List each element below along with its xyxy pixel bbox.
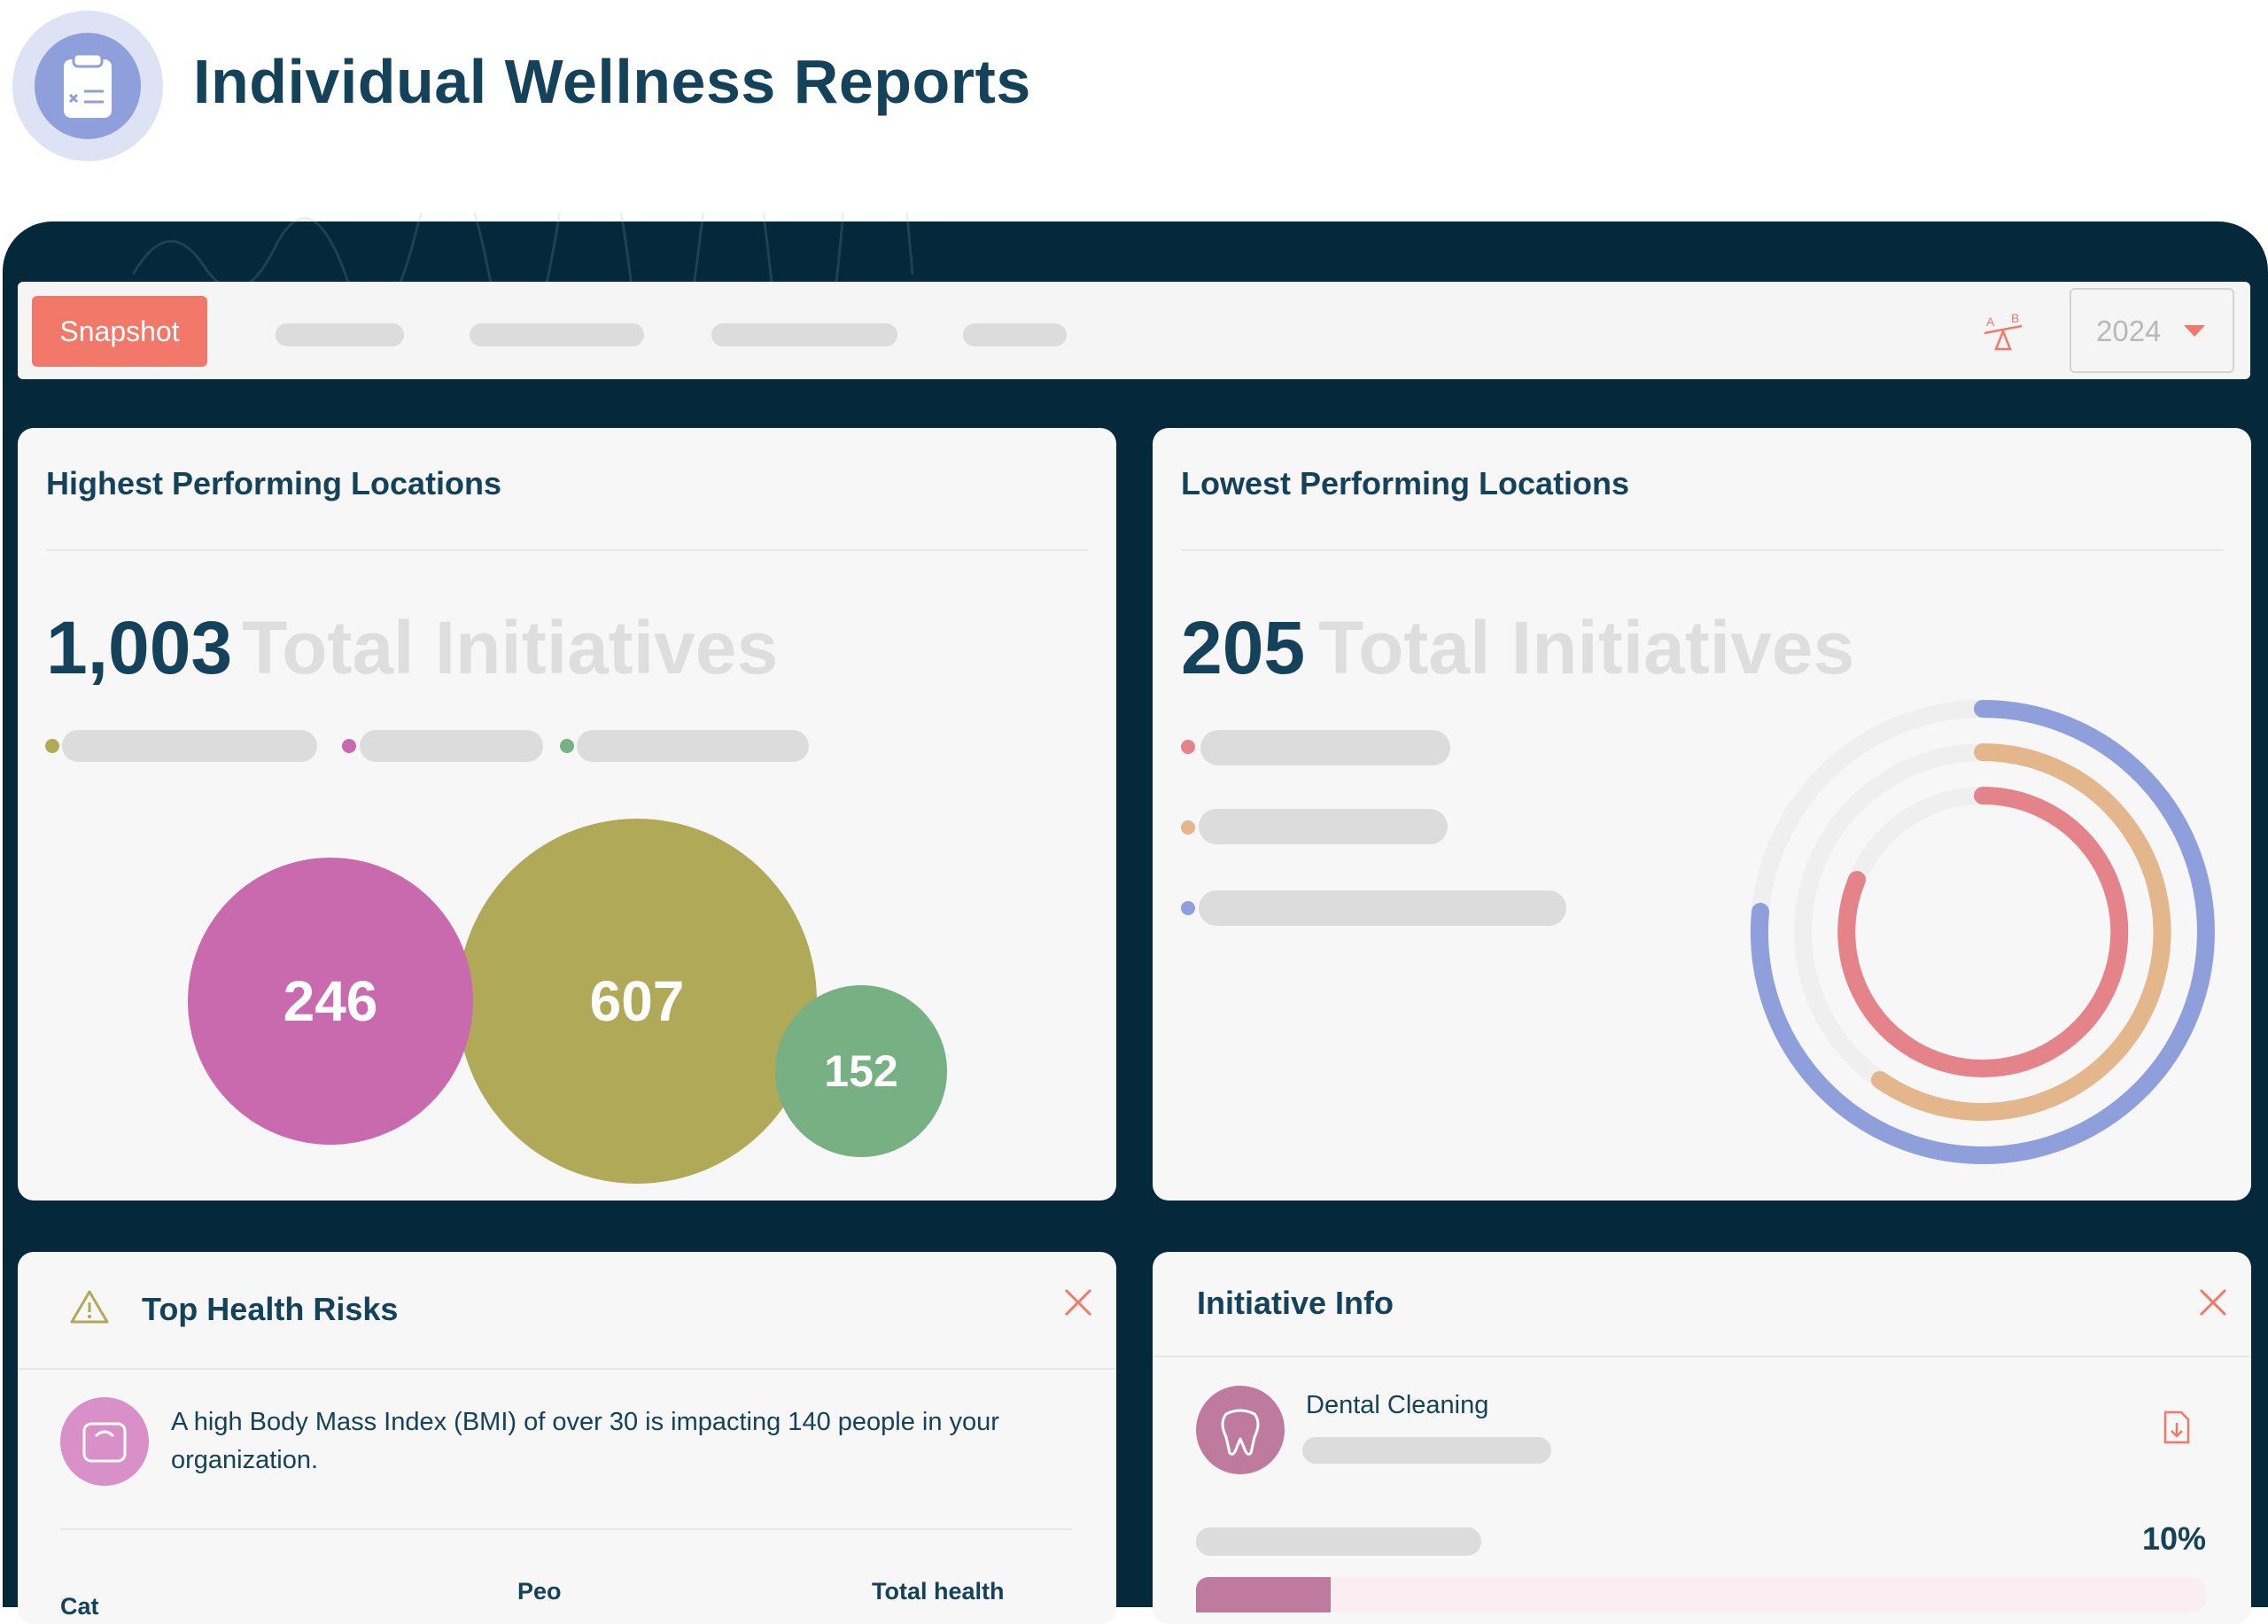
tab-placeholder[interactable] xyxy=(470,323,644,346)
divider xyxy=(18,1368,1116,1370)
legend-dot xyxy=(1181,901,1195,915)
total-count: 205 xyxy=(1181,606,1306,689)
total-count: 1,003 xyxy=(46,606,233,689)
legend-label-placeholder xyxy=(577,730,809,762)
bubble-152[interactable]: 152 xyxy=(775,985,947,1157)
ring-value-middle xyxy=(1871,743,2171,1121)
close-icon[interactable] xyxy=(1063,1287,1093,1317)
legend-label-placeholder xyxy=(1199,809,1448,844)
legend-label-placeholder xyxy=(360,730,543,762)
legend-dot xyxy=(45,739,59,753)
legend-label-placeholder xyxy=(1199,890,1566,926)
column-header: Total health xyxy=(872,1578,1005,1605)
page-title: Individual Wellness Reports xyxy=(193,47,1031,116)
initiative-name: Dental Cleaning xyxy=(1306,1391,1489,1419)
chevron-down-icon[interactable] xyxy=(2184,325,2205,337)
progress-fill xyxy=(1196,1577,1331,1612)
progress-label-placeholder xyxy=(1196,1527,1481,1556)
divider xyxy=(46,549,1088,551)
divider xyxy=(60,1528,1072,1530)
column-header: Peo xyxy=(517,1578,562,1605)
decorative-wave xyxy=(133,213,914,284)
scale-icon xyxy=(60,1397,149,1486)
total-label: Total Initiatives xyxy=(242,606,779,689)
health-risk-message: A high Body Mass Index (BMI) of over 30 … xyxy=(171,1408,999,1474)
close-icon[interactable] xyxy=(2198,1287,2228,1317)
tab-placeholder[interactable] xyxy=(711,323,897,346)
progress-track xyxy=(1196,1577,2206,1612)
top-health-risks-card xyxy=(18,1252,1116,1624)
year-select-value: 2024 xyxy=(2096,315,2162,347)
download-file-icon[interactable] xyxy=(2162,1409,2192,1450)
tab-placeholder[interactable] xyxy=(276,323,404,346)
warning-icon xyxy=(69,1289,110,1329)
svg-text:B: B xyxy=(2011,311,2019,325)
bubble-607[interactable]: 607 xyxy=(457,819,817,1184)
card-title: Initiative Info xyxy=(1197,1285,1394,1321)
legend-dot xyxy=(342,739,356,753)
clipboard-report-icon xyxy=(35,33,141,139)
legend-label-placeholder xyxy=(1200,730,1450,765)
ring-value-outer xyxy=(1750,700,2215,1164)
year-select[interactable] xyxy=(2070,288,2234,373)
tab-placeholder[interactable] xyxy=(963,323,1067,346)
ring-value-inner xyxy=(1837,787,2129,1077)
divider xyxy=(1181,549,2223,551)
total-label: Total Initiatives xyxy=(1318,606,1855,689)
radial-progress-chart xyxy=(1750,700,2215,1164)
divider xyxy=(1153,1356,2251,1357)
initiative-detail-placeholder xyxy=(1302,1437,1551,1464)
card-title: Lowest Performing Locations xyxy=(1181,465,1630,501)
bubble-246[interactable]: 246 xyxy=(188,858,473,1145)
legend-dot xyxy=(1181,820,1195,835)
legend-dot xyxy=(1181,740,1195,754)
snapshot-tab[interactable]: Snapshot xyxy=(32,296,207,367)
legend-label-placeholder xyxy=(62,730,317,762)
card-title: Top Health Risks xyxy=(142,1291,399,1327)
progress-percent: 10% xyxy=(2142,1520,2207,1557)
svg-text:A: A xyxy=(1986,315,1995,329)
legend-dot xyxy=(560,739,574,753)
tooth-icon xyxy=(1196,1386,1285,1474)
ab-compare-icon[interactable]: A B xyxy=(1979,310,2029,354)
card-title: Highest Performing Locations xyxy=(46,465,502,501)
